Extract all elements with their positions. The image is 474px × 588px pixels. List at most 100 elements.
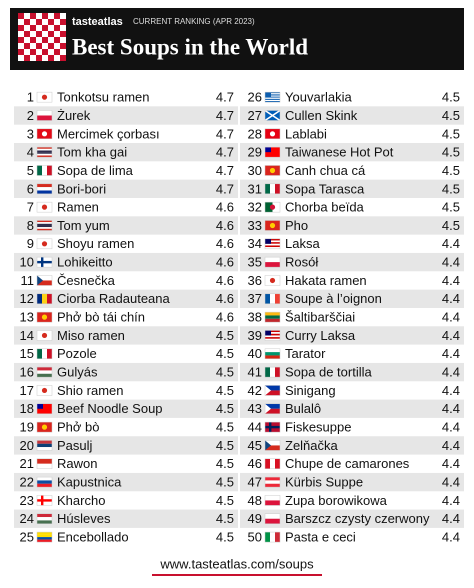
- flag-part: [37, 532, 52, 535]
- flag-part: [37, 480, 52, 484]
- soup-name: Tom kha gai: [57, 145, 127, 160]
- logo-cell: [24, 43, 30, 49]
- flag-part: [265, 495, 280, 501]
- soup-name: Ramen: [57, 200, 99, 215]
- row-shade: [14, 436, 238, 455]
- flag-border: [264, 366, 281, 378]
- soup-name: Sopa Tarasca: [285, 181, 365, 196]
- rating: 4.4: [442, 273, 460, 288]
- flag-part: [265, 518, 280, 524]
- flag-border: [264, 495, 281, 506]
- rating: 4.5: [216, 365, 234, 380]
- table-row: 49 Barszcz czysty czerwony 4.4: [240, 509, 464, 528]
- rating: 4.5: [442, 145, 460, 160]
- rank: 12: [20, 291, 34, 306]
- flag-part: [265, 240, 280, 243]
- rating: 4.5: [216, 438, 234, 453]
- row-shade: [240, 436, 464, 455]
- rating: 4.5: [216, 456, 234, 471]
- rating: 4.6: [216, 273, 234, 288]
- logo-cell: [48, 55, 54, 61]
- soup-name: Bori-bori: [57, 181, 106, 196]
- flag-part: [265, 183, 270, 194]
- logo-cell: [30, 43, 36, 49]
- rank: 24: [20, 511, 34, 526]
- flag-border: [264, 165, 281, 176]
- flag-part: [37, 260, 52, 264]
- flag-part: [265, 312, 280, 316]
- flag-part: [265, 93, 280, 95]
- rating: 4.4: [442, 291, 460, 306]
- soup-name: Gulyás: [57, 365, 98, 380]
- table-row: 31 Sopa Tarasca 4.5: [240, 179, 464, 198]
- flag-part: [265, 332, 280, 334]
- rating: 4.4: [442, 328, 460, 343]
- logo-cell: [24, 25, 30, 31]
- rating: 4.5: [442, 108, 460, 123]
- rating: 4.5: [216, 493, 234, 508]
- table-row: 4 Tom kha gai 4.7: [14, 142, 238, 162]
- soup-name: Hakata ramen: [285, 273, 367, 288]
- rank: 30: [248, 163, 262, 178]
- flag-part: [269, 222, 276, 229]
- logo-cell: [60, 49, 66, 55]
- soup-name: Canh chua cá: [285, 163, 366, 178]
- flag-part: [47, 165, 52, 176]
- rank: 41: [248, 365, 262, 380]
- flag-part: [41, 94, 48, 100]
- rank: 29: [248, 145, 262, 160]
- logo-cell: [18, 19, 24, 25]
- rank: 18: [20, 401, 34, 416]
- flag-part: [41, 332, 48, 339]
- soup-name: Bulalô: [285, 401, 321, 416]
- flag-part: [270, 532, 275, 543]
- logo-cell: [24, 55, 30, 61]
- flag-border: [36, 531, 53, 543]
- flag-part: [272, 202, 280, 213]
- logo-cell: [18, 55, 24, 61]
- table-row: 15 Pozole 4.5: [20, 346, 234, 361]
- flag-border: [36, 513, 53, 525]
- rating: 4.5: [442, 163, 460, 178]
- flag-border: [36, 110, 53, 121]
- table-row: 12 Ciorba Radauteana 4.6: [14, 289, 238, 308]
- flag-part: [265, 242, 280, 244]
- logo-cell: [18, 49, 24, 55]
- rank: 33: [248, 218, 262, 233]
- flag-part: [37, 220, 52, 223]
- flag-part: [37, 367, 52, 371]
- soup-name: Soupe à l’oignon: [285, 291, 382, 306]
- flag-border: [36, 165, 53, 176]
- table-row: 30 Canh chua cá 4.5: [248, 163, 460, 178]
- flag-border: [36, 183, 53, 195]
- flag-part: [265, 403, 280, 409]
- flag-part: [37, 153, 52, 156]
- rank: 44: [248, 420, 262, 435]
- soup-name: Phở bò tái chín: [57, 310, 145, 325]
- flag-part: [37, 293, 42, 304]
- flag-border: [264, 275, 281, 286]
- flag-part: [265, 440, 280, 446]
- rating: 4.5: [216, 383, 234, 398]
- rating: 4.7: [216, 145, 234, 160]
- rating: 4.5: [216, 530, 234, 545]
- flag-border: [264, 128, 281, 140]
- rating: 4.5: [442, 200, 460, 215]
- flag-border: [264, 311, 281, 323]
- table-row: 5 Sopa de lima 4.7: [27, 163, 234, 178]
- soup-name: Chorba beïda: [285, 200, 365, 215]
- rank: 11: [21, 273, 35, 288]
- logo-cell: [30, 55, 36, 61]
- flag-part: [37, 520, 52, 524]
- rating: 4.5: [442, 218, 460, 233]
- flag-part: [37, 222, 52, 224]
- logo-cell: [60, 25, 66, 31]
- table-row: 48 Zupa borowikowa 4.4: [248, 493, 460, 508]
- soup-name: Lohikeitto: [57, 255, 113, 270]
- flag-part: [265, 318, 280, 323]
- footer-link[interactable]: www.tasteatlas.com/soups: [159, 556, 314, 571]
- soup-name: Tom yum: [57, 218, 110, 233]
- flag-part: [265, 403, 271, 414]
- logo-cell: [42, 31, 48, 37]
- logo-cell: [24, 37, 30, 43]
